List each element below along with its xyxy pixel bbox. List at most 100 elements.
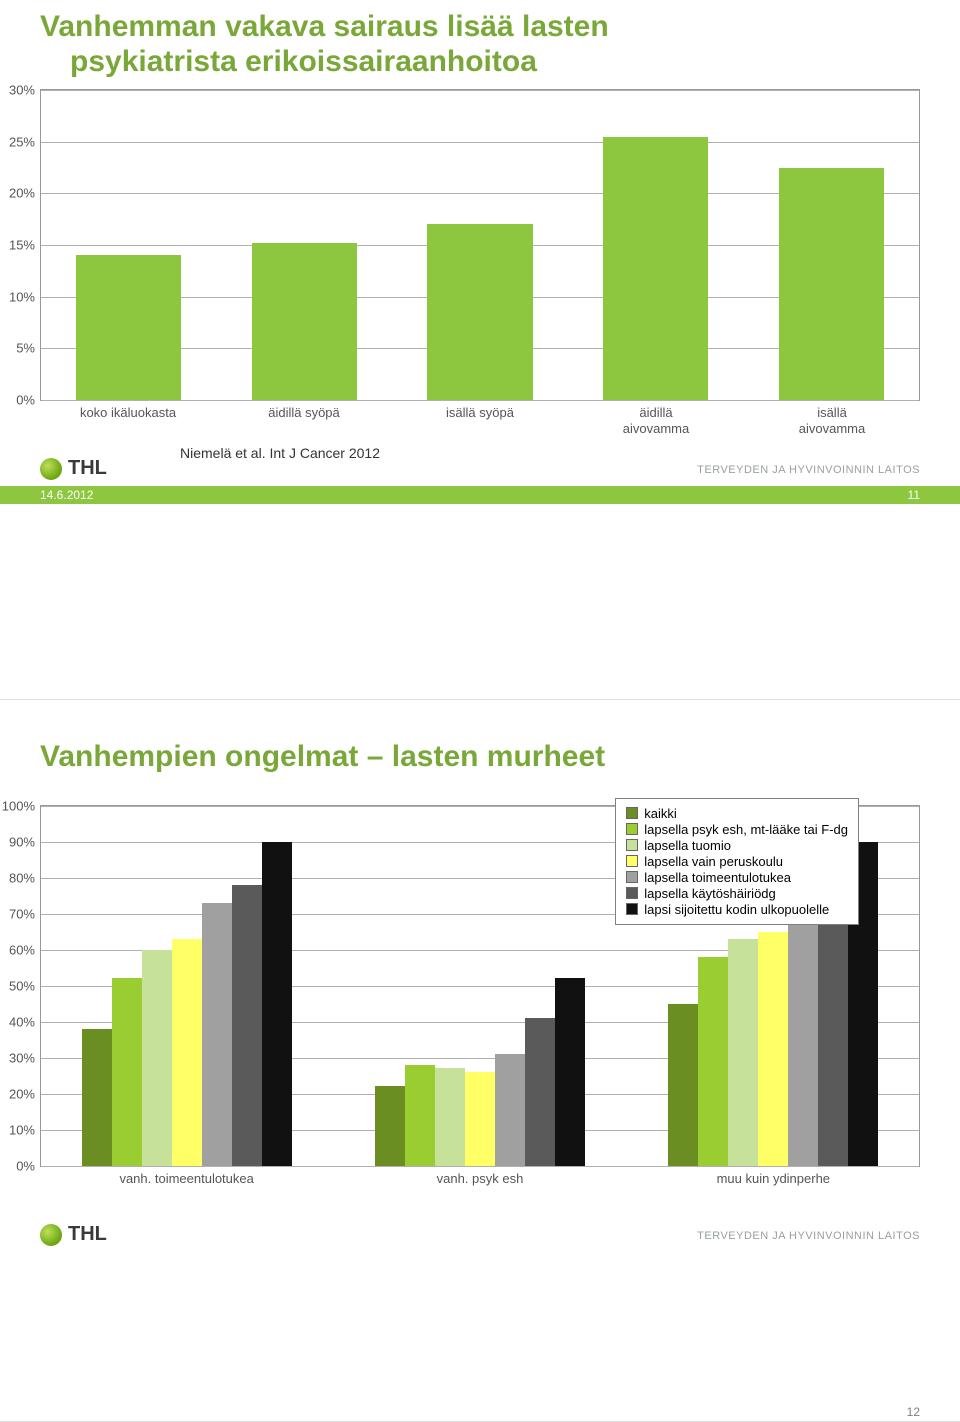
y-tick-label: 70% xyxy=(9,906,41,921)
plot-area-1: 0%5%10%15%20%25%30% xyxy=(41,90,919,400)
y-tick-label: 20% xyxy=(9,1086,41,1101)
x-tick-label: vanh. psyk esh xyxy=(333,1171,626,1187)
bar xyxy=(76,255,181,400)
y-tick-label: 30% xyxy=(9,83,41,98)
title-block: Vanhemman vakava sairaus lisää lasten ps… xyxy=(0,0,960,79)
legend-item: lapsella tuomio xyxy=(626,838,848,853)
legend-swatch xyxy=(626,807,638,819)
bar xyxy=(758,932,788,1166)
page-number-1: 11 xyxy=(908,488,920,502)
bar xyxy=(202,903,232,1166)
bar xyxy=(818,885,848,1166)
bar xyxy=(668,1004,698,1166)
legend-item: lapsella psyk esh, mt-lääke tai F-dg xyxy=(626,822,848,837)
gridline xyxy=(41,1166,919,1167)
legend-swatch xyxy=(626,887,638,899)
y-tick-label: 10% xyxy=(9,1122,41,1137)
x-axis-labels-1: koko ikäluokastaäidillä syöpäisällä syöp… xyxy=(40,405,920,436)
legend-label: lapsi sijoitettu kodin ulkopuolelle xyxy=(644,902,829,917)
y-tick-label: 80% xyxy=(9,870,41,885)
globe-icon xyxy=(40,458,62,480)
thl-logo-2: THL xyxy=(40,1223,107,1246)
x-tick-label: äidillä syöpä xyxy=(216,405,392,436)
legend-label: lapsella käytöshäiriödg xyxy=(644,886,776,901)
legend-item: kaikki xyxy=(626,806,848,821)
bar-slot xyxy=(743,90,919,400)
title-line-1: Vanhemman vakava sairaus lisää lasten xyxy=(40,10,920,45)
bar xyxy=(142,950,172,1166)
bar-chart-2: 0%10%20%30%40%50%60%70%80%90%100% kaikki… xyxy=(40,805,920,1167)
bar xyxy=(555,978,585,1165)
legend-swatch xyxy=(626,839,638,851)
title-block-2: Vanhempien ongelmat – lasten murheet xyxy=(0,730,960,775)
bar xyxy=(405,1065,435,1166)
y-tick-label: 40% xyxy=(9,1014,41,1029)
y-tick-label: 0% xyxy=(16,393,41,408)
legend-label: kaikki xyxy=(644,806,677,821)
legend-item: lapsella vain peruskoulu xyxy=(626,854,848,869)
x-tick-label: muu kuin ydinperhe xyxy=(627,1171,920,1187)
bar xyxy=(375,1086,405,1165)
date-text: 14.6.2012 xyxy=(40,488,93,502)
laitos-text-1: TERVEYDEN JA HYVINVOINNIN LAITOS xyxy=(697,464,920,476)
legend-label: lapsella psyk esh, mt-lääke tai F-dg xyxy=(644,822,848,837)
slide-1: Vanhemman vakava sairaus lisää lasten ps… xyxy=(0,0,960,700)
thl-text-2: THL xyxy=(68,1223,107,1246)
bars-container xyxy=(41,90,919,400)
bar xyxy=(728,939,758,1166)
bar xyxy=(435,1068,465,1165)
group-slot xyxy=(334,806,627,1166)
date-bar: 14.6.2012 11 xyxy=(0,486,960,504)
legend: kaikkilapsella psyk esh, mt-lääke tai F-… xyxy=(615,798,859,925)
x-tick-label: äidillä aivovamma xyxy=(568,405,744,436)
y-tick-label: 5% xyxy=(16,341,41,356)
bar xyxy=(495,1054,525,1166)
bar-slot xyxy=(217,90,393,400)
bar-slot xyxy=(41,90,217,400)
gridline xyxy=(41,400,919,401)
y-tick-label: 60% xyxy=(9,942,41,957)
legend-label: lapsella vain peruskoulu xyxy=(644,854,783,869)
thl-text: THL xyxy=(68,457,107,480)
x-axis-labels-2: vanh. toimeentulotukeavanh. psyk eshmuu … xyxy=(40,1171,920,1187)
y-tick-label: 100% xyxy=(2,798,41,813)
y-tick-label: 90% xyxy=(9,834,41,849)
y-tick-label: 50% xyxy=(9,978,41,993)
bar xyxy=(172,939,202,1166)
globe-icon xyxy=(40,1224,62,1246)
laitos-text-2: TERVEYDEN JA HYVINVOINNIN LAITOS xyxy=(697,1230,920,1242)
footer-2: THL TERVEYDEN JA HYVINVOINNIN LAITOS xyxy=(40,1216,920,1246)
x-tick-label: vanh. toimeentulotukea xyxy=(40,1171,333,1187)
bar xyxy=(252,243,357,400)
bar xyxy=(262,842,292,1166)
y-tick-label: 15% xyxy=(9,238,41,253)
bar-slot xyxy=(392,90,568,400)
x-tick-label: isällä aivovamma xyxy=(744,405,920,436)
bar xyxy=(603,137,708,401)
bar xyxy=(465,1072,495,1166)
legend-label: lapsella toimeentulotukea xyxy=(644,870,791,885)
bar xyxy=(112,978,142,1165)
x-tick-label: isällä syöpä xyxy=(392,405,568,436)
slide-2: Vanhempien ongelmat – lasten murheet 0%1… xyxy=(0,700,960,1422)
y-tick-label: 10% xyxy=(9,289,41,304)
legend-item: lapsi sijoitettu kodin ulkopuolelle xyxy=(626,902,848,917)
y-tick-label: 20% xyxy=(9,186,41,201)
title-2: Vanhempien ongelmat – lasten murheet xyxy=(40,740,920,775)
bar xyxy=(82,1029,112,1166)
x-tick-label: koko ikäluokasta xyxy=(40,405,216,436)
bar xyxy=(788,917,818,1165)
bar xyxy=(525,1018,555,1166)
bar xyxy=(779,168,884,401)
y-tick-label: 0% xyxy=(16,1158,41,1173)
bar xyxy=(232,885,262,1166)
legend-swatch xyxy=(626,855,638,867)
legend-swatch xyxy=(626,903,638,915)
group-slot xyxy=(41,806,334,1166)
legend-label: lapsella tuomio xyxy=(644,838,731,853)
legend-item: lapsella käytöshäiriödg xyxy=(626,886,848,901)
y-tick-label: 25% xyxy=(9,134,41,149)
page-number-2: 12 xyxy=(907,1405,920,1419)
legend-item: lapsella toimeentulotukea xyxy=(626,870,848,885)
y-tick-label: 30% xyxy=(9,1050,41,1065)
